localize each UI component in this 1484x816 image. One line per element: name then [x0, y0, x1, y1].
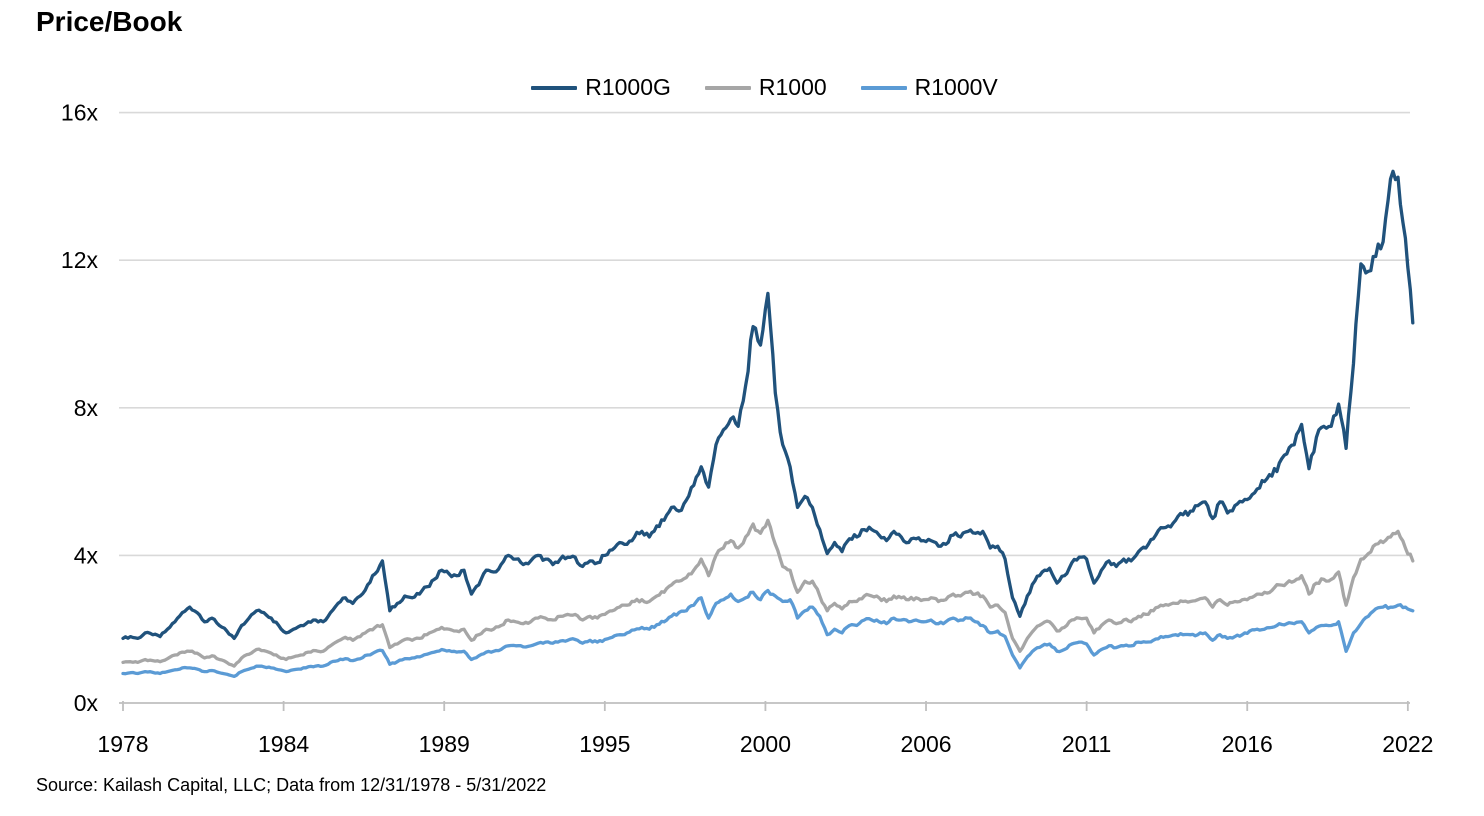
- series-line-r1000g: [121, 169, 1415, 641]
- source-note: Source: Kailash Capital, LLC; Data from …: [36, 775, 547, 795]
- x-tick-label: 1989: [419, 731, 470, 757]
- line-swatch-icon: [531, 85, 578, 90]
- series-line-r1000v: [121, 588, 1415, 679]
- legend-label: R1000V: [914, 74, 998, 100]
- y-tick-label: 0x: [74, 690, 99, 716]
- y-tick-label: 12x: [61, 247, 99, 273]
- series-line-r1000: [121, 518, 1415, 668]
- legend-item-r1000: R1000: [704, 74, 827, 101]
- x-tick-label: 2016: [1222, 731, 1273, 757]
- x-tick-label: 2022: [1382, 731, 1433, 757]
- y-tick-label: 4x: [74, 542, 99, 568]
- page-title: Price/Book: [36, 6, 183, 37]
- y-tick-label: 16x: [61, 100, 99, 126]
- legend-label: R1000: [758, 74, 827, 100]
- y-tick-label: 8x: [74, 395, 99, 421]
- x-tick-label: 2000: [740, 731, 791, 757]
- chart-legend: R1000G R1000 R1000V: [119, 74, 1410, 101]
- line-swatch-icon: [704, 85, 751, 90]
- x-tick-label: 2011: [1062, 731, 1111, 757]
- legend-item-r1000g: R1000G: [531, 74, 671, 101]
- x-tick-label: 1995: [579, 731, 630, 757]
- x-tick-label: 1984: [258, 731, 309, 757]
- line-swatch-icon: [860, 85, 907, 90]
- legend-item-r1000v: R1000V: [860, 74, 998, 101]
- legend-label: R1000G: [585, 74, 671, 100]
- x-tick-label: 2006: [900, 731, 951, 757]
- x-tick-label: 1978: [97, 731, 148, 757]
